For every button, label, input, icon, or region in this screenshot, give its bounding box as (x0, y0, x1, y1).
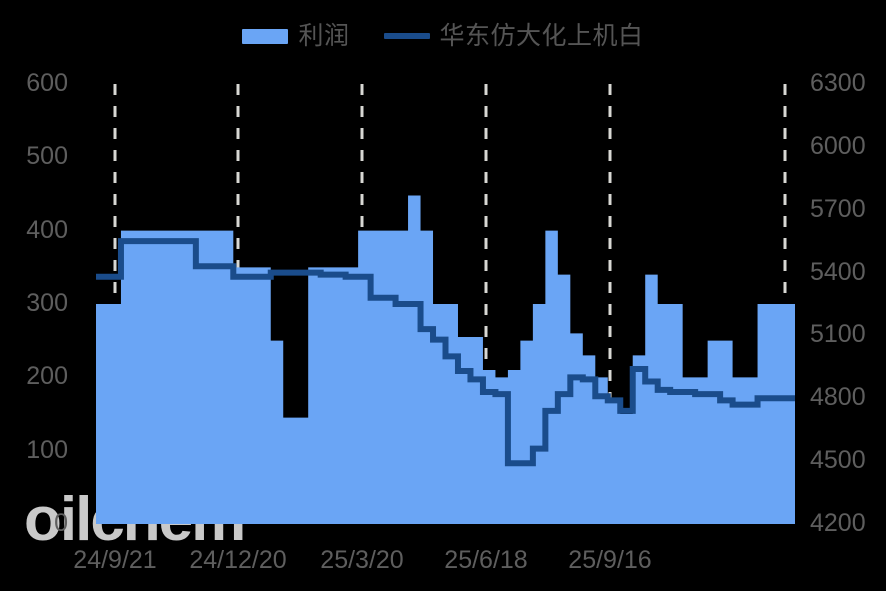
area-path-profit (96, 195, 795, 524)
y-right-tick-6300: 6300 (810, 69, 866, 97)
y-left-tick-300: 300 (26, 289, 68, 317)
y-right-tick-4800: 4800 (810, 383, 866, 412)
line-swatch-icon (383, 33, 430, 39)
y-right-tick-4200: 4200 (810, 509, 866, 537)
x-tick-25-6-18: 25/6/18 (444, 546, 528, 574)
y-left-tick-100: 100 (26, 435, 68, 464)
x-tick-25-3-20: 25/3/20 (320, 546, 404, 574)
y-left-tick-200: 200 (26, 362, 68, 391)
area-series-profit (96, 195, 795, 524)
chart-legend: 利润 华东仿大化上机白 (0, 16, 886, 56)
y-left-tick-500: 500 (26, 142, 68, 171)
y-left-tick-0: 0 (54, 509, 68, 537)
area-swatch-icon (242, 28, 289, 44)
y-right-tick-6000: 6000 (810, 131, 866, 160)
legend-item-price[interactable]: 华东仿大化上机白 (383, 21, 644, 50)
legend-label-profit: 利润 (298, 21, 350, 50)
y-right-tick-5700: 5700 (810, 194, 866, 223)
x-tick-25-9-16: 25/9/16 (568, 546, 652, 574)
legend-item-profit[interactable]: 利润 (242, 21, 350, 50)
y-right-tick-5100: 5100 (810, 320, 866, 349)
line-path-price (96, 238, 795, 467)
x-tick-24-12-20: 24/12/20 (189, 546, 287, 574)
legend-label-price: 华东仿大化上机白 (439, 21, 644, 50)
y-left-tick-400: 400 (26, 215, 68, 244)
line-series-price (96, 238, 795, 467)
y-left-tick-600: 600 (26, 69, 68, 97)
y-right-tick-5400: 5400 (810, 257, 866, 286)
x-tick-24-9-21: 24/9/21 (73, 546, 157, 574)
y-right-tick-4500: 4500 (810, 446, 866, 475)
